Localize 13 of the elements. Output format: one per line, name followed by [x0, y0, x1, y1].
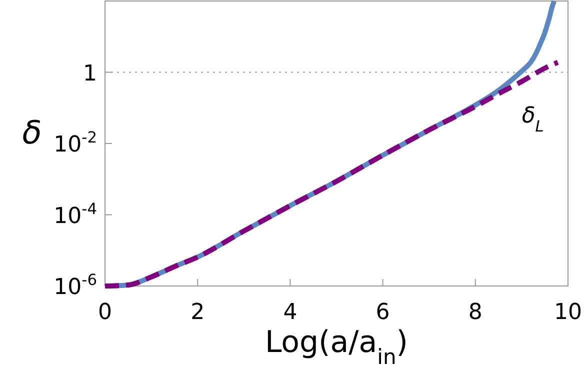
x-tick-label: 0: [98, 300, 112, 325]
x-tick-label: 8: [468, 300, 482, 325]
y-tick-label: 10$^{-2}$: [54, 128, 97, 158]
x-tick-label: 2: [190, 300, 205, 325]
x-tick-label: 6: [376, 300, 390, 325]
y-axis-title: δ: [22, 114, 42, 152]
x-axis-title: Log(a/a$_{in}$): [264, 325, 408, 369]
y-tick-label: 1: [83, 61, 97, 86]
y-tick-label: 10$^{-4}$: [54, 200, 97, 229]
x-tick-label: 10: [554, 300, 582, 325]
series-label: δ$_{L}$: [522, 103, 544, 136]
x-tick-label: 4: [283, 300, 298, 325]
y-tick-label: 10$^{-6}$: [54, 271, 97, 300]
